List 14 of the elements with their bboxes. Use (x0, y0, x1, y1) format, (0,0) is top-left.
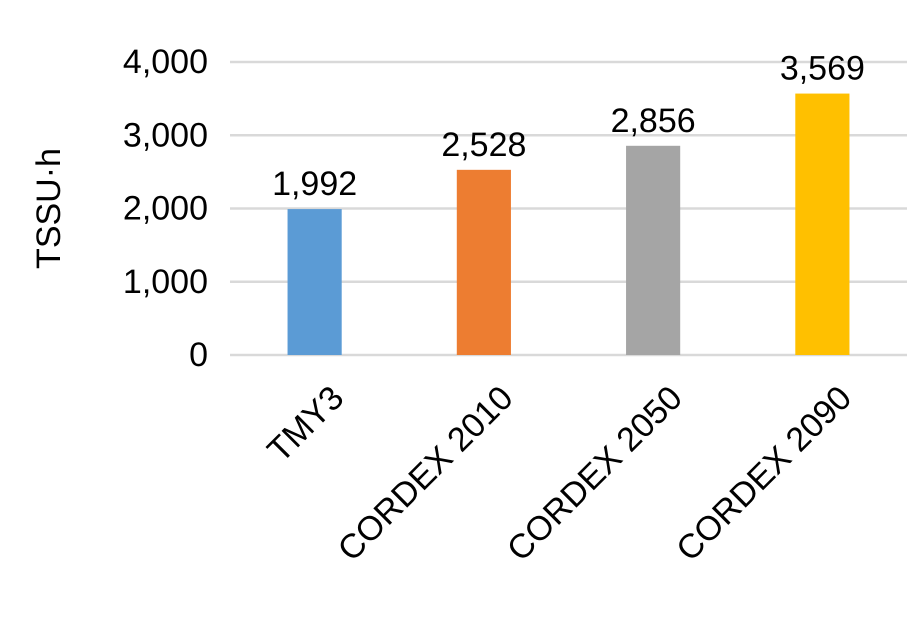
data-label: 1,992 (272, 165, 358, 204)
data-label: 2,528 (441, 126, 526, 164)
y-tick-label: 0 (189, 336, 208, 374)
data-label: 3,569 (780, 50, 865, 88)
y-tick-label: 4,000 (122, 43, 208, 81)
y-axis-title: TSSU·h (30, 148, 68, 269)
bar (456, 170, 511, 355)
bar (288, 209, 342, 355)
data-label: 2,856 (610, 102, 696, 140)
bar (795, 94, 850, 355)
y-tick-label: 2,000 (122, 190, 208, 228)
bar (626, 146, 680, 355)
y-tick-label: 1,000 (122, 262, 208, 301)
y-tick-label: 3,000 (122, 116, 208, 154)
